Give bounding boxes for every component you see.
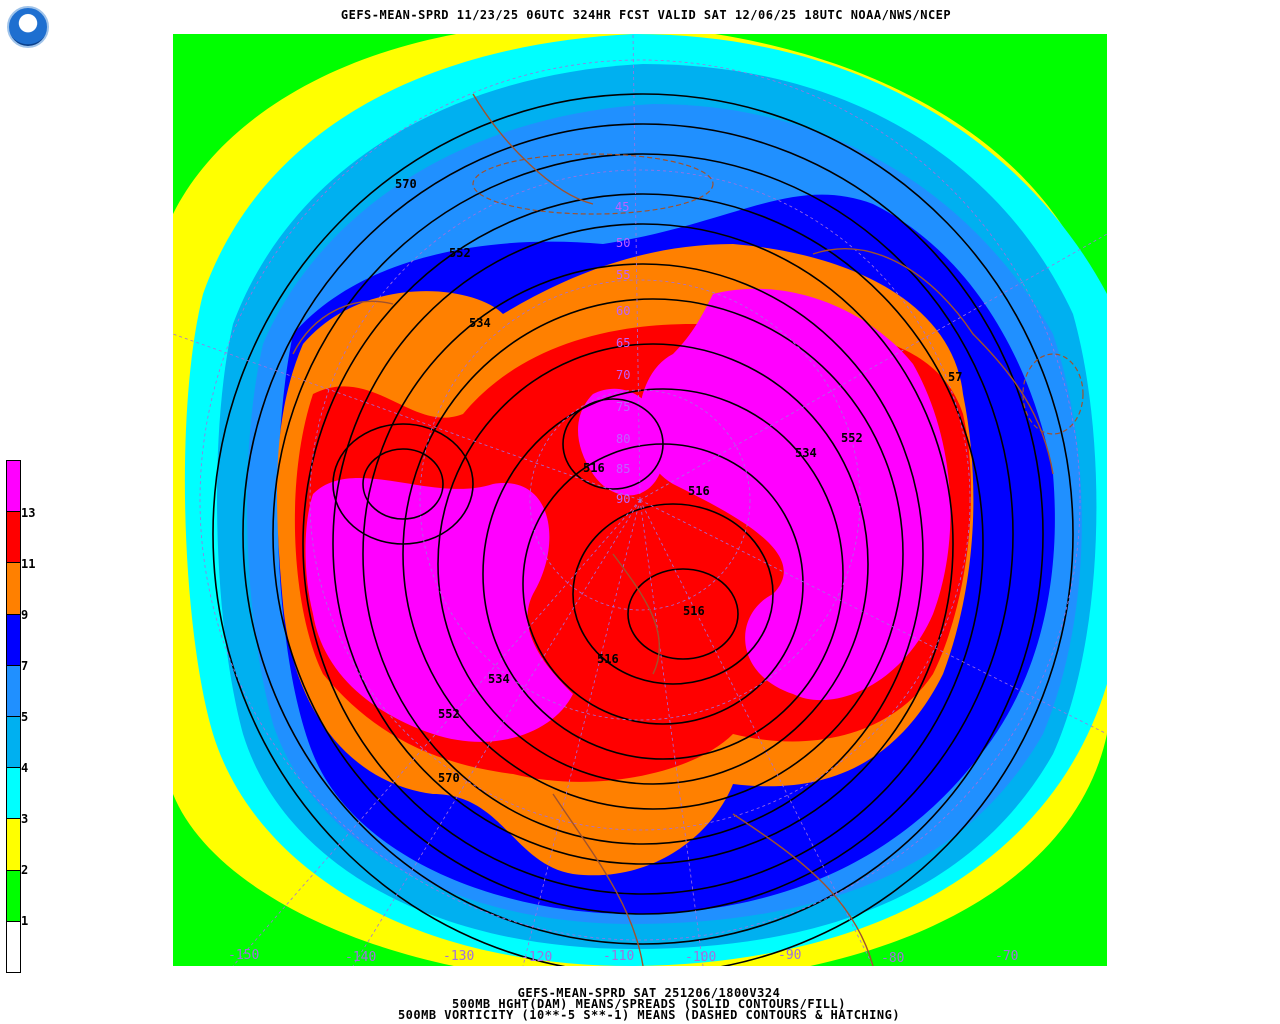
legend-swatch xyxy=(7,563,20,615)
fill-13-plus-west xyxy=(305,477,573,742)
longitude-label: -130 xyxy=(443,949,475,964)
latitude-label: 55 xyxy=(616,268,631,282)
color-legend xyxy=(6,460,21,973)
legend-label: 4 xyxy=(21,761,29,775)
longitude-label: -80 xyxy=(881,951,905,966)
legend-swatch xyxy=(7,921,20,973)
contour-label: 570 xyxy=(395,177,417,191)
legend-swatch xyxy=(7,461,20,513)
vorticity-contours xyxy=(472,153,1084,435)
longitude-label: -70 xyxy=(995,949,1019,964)
legend-label: 11 xyxy=(21,557,36,571)
legend-swatch xyxy=(7,614,20,666)
contour-label: 516 xyxy=(597,652,619,666)
latitude-label: 80 xyxy=(616,432,631,446)
latitude-label: 90 xyxy=(616,492,631,506)
longitude-label: -150 xyxy=(228,948,260,963)
legend-swatch xyxy=(7,717,20,769)
legend-label: 3 xyxy=(21,812,29,826)
legend-label: 1 xyxy=(21,914,29,928)
contour-label: 534 xyxy=(488,672,510,686)
contour-label: 534 xyxy=(469,316,491,330)
longitude-label: -120 xyxy=(521,950,553,965)
height-contours xyxy=(212,93,1074,966)
latitude-label: 70 xyxy=(616,368,631,382)
longitude-label: -110 xyxy=(603,949,635,964)
longitude-label: -100 xyxy=(685,950,717,965)
legend-label: 7 xyxy=(21,659,29,673)
latitude-label: 75 xyxy=(616,400,631,414)
legend-label: 5 xyxy=(21,710,29,724)
contour-label: 57 xyxy=(948,370,963,384)
latitude-label: 50 xyxy=(616,236,631,250)
latitude-label: 65 xyxy=(616,336,631,350)
footer-line-1: GEFS-MEAN-SPRD SAT 251206/1800V324 xyxy=(517,986,781,1000)
contour-label: 552 xyxy=(449,246,471,260)
longitude-label: -90 xyxy=(778,948,802,963)
legend-swatch xyxy=(7,819,20,871)
contour-label: 570 xyxy=(438,771,460,785)
footer-line-3: 500MB VORTICITY (10**-5 S**-1) MEANS (DA… xyxy=(397,1008,901,1022)
latitude-label: 45 xyxy=(615,200,630,214)
fill-13-plus-east xyxy=(639,288,951,701)
noaa-logo xyxy=(7,6,49,48)
lat-lon-grid xyxy=(173,34,1107,966)
footer-line-2: 500MB HGHT(DAM) MEANS/SPREADS (SOLID CON… xyxy=(452,997,846,1011)
legend-label: 2 xyxy=(21,863,29,877)
legend-swatch xyxy=(7,665,20,718)
latitude-label: 85 xyxy=(616,462,631,476)
contour-label: 552 xyxy=(841,431,863,445)
contour-label: 552 xyxy=(438,707,460,721)
contour-label: 516 xyxy=(683,604,705,618)
fill-13-plus-center xyxy=(578,388,665,496)
legend-label: 13 xyxy=(21,506,36,520)
contour-label: 534 xyxy=(795,446,817,460)
legend-swatch xyxy=(7,768,20,820)
contour-label: 516 xyxy=(583,461,605,475)
legend-swatch xyxy=(7,512,20,564)
coastlines xyxy=(292,93,1054,966)
legend-label: 9 xyxy=(21,608,29,622)
map-title: GEFS-MEAN-SPRD 11/23/25 06UTC 324HR FCST… xyxy=(340,8,952,22)
legend-swatch xyxy=(7,870,20,922)
latitude-label: 60 xyxy=(616,304,631,318)
contour-label: 516 xyxy=(688,484,710,498)
spread-field xyxy=(173,34,1107,966)
longitude-label: -140 xyxy=(345,950,377,965)
forecast-map: 570 552 534 516 516 534 552 570 516 534 … xyxy=(173,34,1107,966)
